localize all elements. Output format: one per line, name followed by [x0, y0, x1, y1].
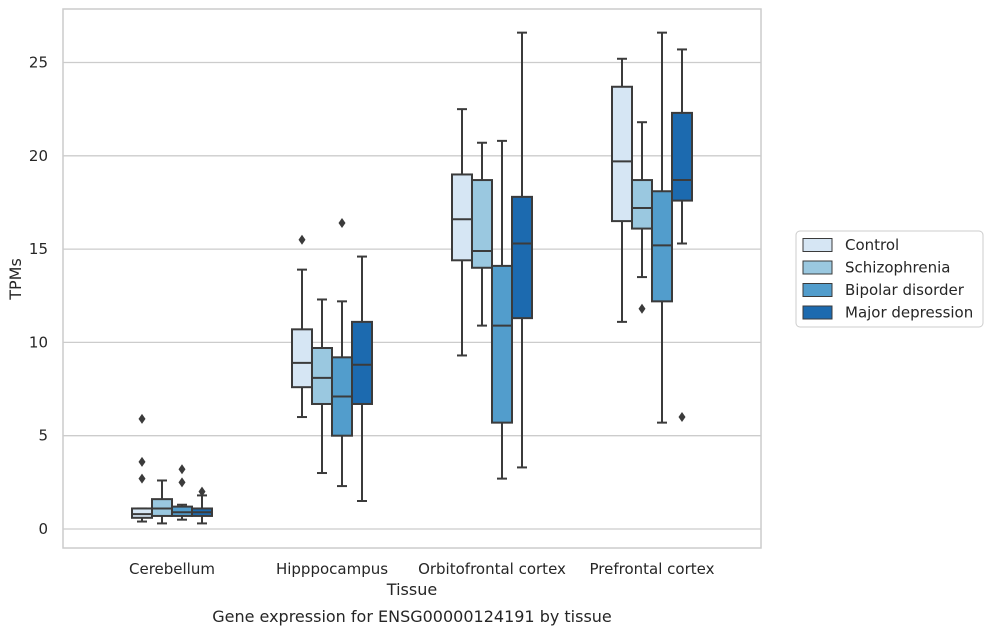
- legend-label: Schizophrenia: [845, 259, 950, 277]
- box-iqr: [511, 195, 533, 320]
- y-tick-label: 25: [29, 54, 48, 72]
- x-tick-label: Hipppocampus: [276, 560, 388, 578]
- x-axis-label: Tissue: [386, 580, 437, 599]
- box-iqr: [631, 179, 653, 230]
- box-1-3: [351, 255, 373, 503]
- gridlines: [63, 61, 761, 530]
- box-0-0: [131, 413, 153, 523]
- legend-label: Bipolar disorder: [845, 281, 965, 299]
- outlier-point: [138, 456, 146, 467]
- box-iqr: [471, 179, 493, 269]
- box-1-2: [331, 217, 353, 488]
- x-axis-ticks: Cerebellum Hipppocampus Orbitofrontal cort…: [129, 560, 715, 578]
- x-tick-label: Cerebellum: [129, 560, 215, 578]
- outlier-point: [638, 303, 646, 314]
- box-3-3: [671, 48, 693, 423]
- outlier-point: [178, 477, 186, 488]
- outlier-point: [178, 464, 186, 475]
- box-iqr: [491, 264, 513, 424]
- x-tick-label: Orbitofrontal cortex: [418, 560, 566, 578]
- y-tick-label: 0: [38, 520, 48, 538]
- legend-swatch: [802, 260, 833, 275]
- box-2-1: [471, 141, 493, 327]
- outlier-point: [138, 473, 146, 484]
- box-2-3: [511, 31, 533, 469]
- outlier-point: [138, 413, 146, 424]
- box-iqr: [671, 111, 693, 202]
- legend: Control Schizophrenia Bipolar disorder Majo…: [795, 230, 984, 328]
- outlier-point: [338, 217, 346, 228]
- plot-frame: [62, 8, 762, 549]
- legend-label: Control: [845, 236, 899, 254]
- legend-label: Major depression: [845, 304, 973, 322]
- outlier-point: [678, 412, 686, 423]
- legend-swatch: [802, 305, 833, 320]
- box-2-2: [491, 139, 513, 480]
- y-axis-ticks: 0 5 10 15 20 25: [29, 54, 48, 539]
- y-tick-label: 15: [29, 240, 48, 258]
- box-1-1: [311, 298, 333, 475]
- box-iqr: [291, 328, 313, 389]
- outlier-point: [298, 234, 306, 245]
- y-tick-label: 10: [29, 333, 48, 351]
- legend-swatch: [802, 238, 833, 252]
- y-tick-label: 5: [38, 427, 48, 445]
- legend-frame: [795, 230, 984, 328]
- box-iqr: [311, 346, 333, 405]
- box-iqr: [351, 320, 373, 405]
- box-0-3: [191, 486, 213, 525]
- box-iqr: [611, 85, 633, 223]
- box-iqr: [451, 173, 473, 262]
- x-tick-label: Prefrontal cortex: [590, 560, 715, 578]
- box-3-1: [631, 121, 653, 314]
- outlier-point: [198, 486, 206, 497]
- y-axis-label: TPMs: [6, 258, 25, 301]
- legend-swatch: [802, 283, 833, 297]
- box-3-2: [651, 31, 673, 424]
- y-tick-label: 20: [29, 147, 48, 165]
- box-series: [131, 31, 693, 525]
- box-3-0: [611, 57, 633, 323]
- chart-caption: Gene expression for ENSG00000124191 by t…: [212, 607, 612, 626]
- box-2-0: [451, 108, 473, 357]
